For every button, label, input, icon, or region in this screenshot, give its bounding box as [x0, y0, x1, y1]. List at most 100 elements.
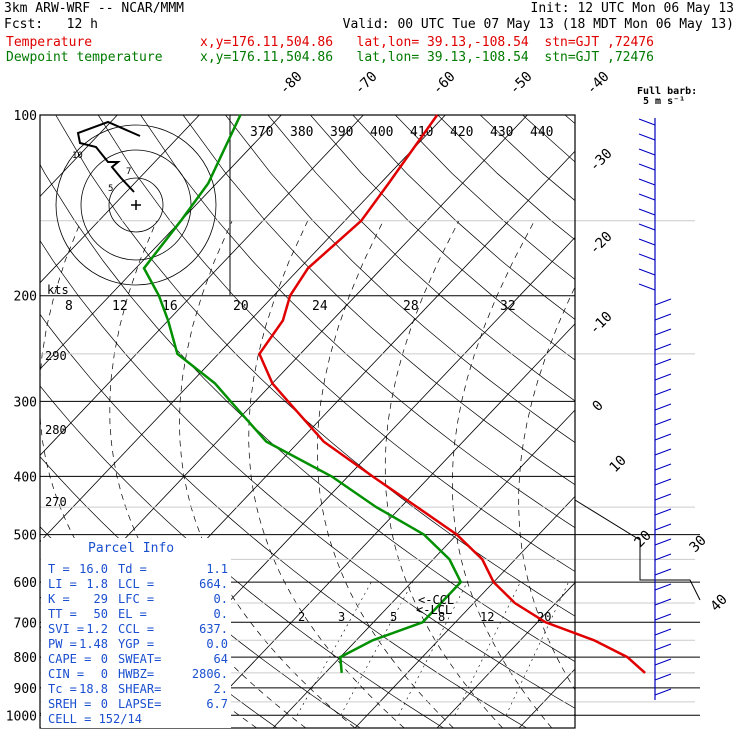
wind-barb [638, 193, 656, 201]
wind-barb [654, 343, 672, 351]
mixing-ratio-label: 12 [480, 610, 494, 624]
dry-adiabat [140, 115, 575, 529]
temperature-legend: Temperature [6, 35, 93, 50]
mixing-ratio-line [296, 581, 372, 716]
isotherm-label: -30 [587, 146, 616, 175]
pressure-label: 600 [14, 576, 37, 591]
isotherm-label: -70 [352, 69, 381, 98]
isotherm [601, 115, 740, 728]
theta-label: 380 [290, 125, 313, 140]
temperature-location: x,y=176.11,504.86 lat,lon= 39.13,-108.54… [200, 35, 654, 50]
model-title: 3km ARW-WRF -- NCAR/MMM [4, 1, 185, 16]
dry-adiabat [564, 115, 575, 125]
parcel-key: T = [48, 562, 70, 576]
hodograph-origin [131, 200, 141, 210]
wind-barb [654, 448, 672, 456]
isotherm-label: -50 [507, 69, 536, 98]
theta-label: 400 [370, 125, 393, 140]
theta-label-lower: 270 [45, 495, 67, 509]
temperature-profile [257, 114, 646, 674]
parcel-value: 2. [214, 682, 228, 696]
hodograph-ring [108, 177, 164, 233]
hodograph-units: kts [47, 283, 69, 297]
hodograph-ring-label: 12 [112, 299, 128, 314]
isotherm-label: 0 [590, 398, 607, 415]
theta-label: 430 [490, 125, 513, 140]
isotherm-label: 30 [687, 533, 710, 556]
wind-barb [654, 613, 672, 621]
pressure-label: 500 [14, 529, 37, 544]
wind-barb [654, 508, 672, 516]
parcel-key: PW = [48, 637, 77, 651]
barb-legend: Full barb: [637, 86, 697, 97]
wind-barb [654, 373, 672, 381]
pressure-label: 400 [14, 470, 37, 485]
pressure-label: 1000 [6, 709, 37, 724]
isotherm [518, 668, 575, 728]
parcel-value: 2806. [192, 667, 228, 681]
moist-adiabat [584, 221, 686, 728]
isotherm-label: -10 [587, 309, 616, 338]
parcel-title: Parcel Info [88, 541, 174, 556]
parcel-key: EL = [118, 607, 147, 621]
barb-legend-units: 5 m s⁻¹ [643, 96, 685, 107]
parcel-key: LI = [48, 577, 77, 591]
forecast-hour: Fcst: 12 h [4, 17, 98, 32]
wind-barb [654, 688, 672, 696]
wind-barb [638, 208, 656, 216]
wind-barb [654, 388, 672, 396]
mixing-ratio-label: 8 [438, 610, 445, 624]
moist-adiabat [518, 286, 575, 691]
isotherm [40, 115, 446, 543]
wind-barb [654, 673, 672, 681]
parcel-value: 0 [101, 667, 108, 681]
parcel-key: SWEAT= [118, 652, 161, 666]
wind-barb [654, 598, 672, 606]
dry-adiabat [97, 115, 575, 572]
hodograph-label: 7 [126, 167, 131, 177]
parcel-key: CIN = [48, 667, 84, 681]
wind-barb [654, 313, 672, 321]
wind-barb [638, 268, 656, 276]
dry-adiabat [352, 115, 575, 320]
pressure-label: 200 [14, 290, 37, 305]
wind-barb [638, 253, 656, 261]
parcel-value: 0.0 [206, 637, 228, 651]
dry-adiabat [522, 115, 575, 163]
mixing-ratio-line [573, 712, 575, 716]
wind-barb [654, 523, 672, 531]
parcel-key: CAPE = [48, 652, 91, 666]
isotherm-label: 10 [607, 453, 630, 476]
parcel-value: 50 [94, 607, 108, 621]
parcel-value: 16.0 [79, 562, 108, 576]
wind-barb [654, 358, 672, 366]
hodograph-ring-label: 32 [500, 299, 516, 314]
wind-barb [654, 493, 672, 501]
dry-adiabat [310, 115, 575, 361]
parcel-key: TT = [48, 607, 77, 621]
hodograph-ring-label: 20 [233, 299, 249, 314]
hodograph-ring-label: 8 [65, 299, 73, 314]
isotherm [190, 323, 575, 728]
pressure-label: 800 [14, 651, 37, 666]
wind-barb [654, 553, 672, 561]
parcel-value: 29 [94, 592, 108, 606]
parcel-key: Td = [118, 562, 147, 576]
wind-barb [638, 238, 656, 246]
hodograph-ring-label: 24 [312, 299, 328, 314]
parcel-value: 0. [214, 592, 228, 606]
parcel-value: 664. [199, 577, 228, 591]
parcel-key: SHEAR= [118, 682, 161, 696]
dry-adiabat [40, 240, 575, 709]
parcel-value: 18.8 [79, 682, 108, 696]
wind-barb [654, 328, 672, 336]
valid-time: Valid: 00 UTC Tue 07 May 13 (18 MDT Mon … [342, 17, 734, 32]
moist-adiabat [384, 220, 503, 728]
parcel-value: 1.48 [79, 637, 108, 651]
mixing-ratio-line [398, 581, 468, 716]
isotherm [40, 115, 364, 456]
isotherm-label: 20 [632, 528, 655, 551]
isotherm [272, 409, 575, 728]
isotherm-label: 40 [708, 592, 731, 615]
